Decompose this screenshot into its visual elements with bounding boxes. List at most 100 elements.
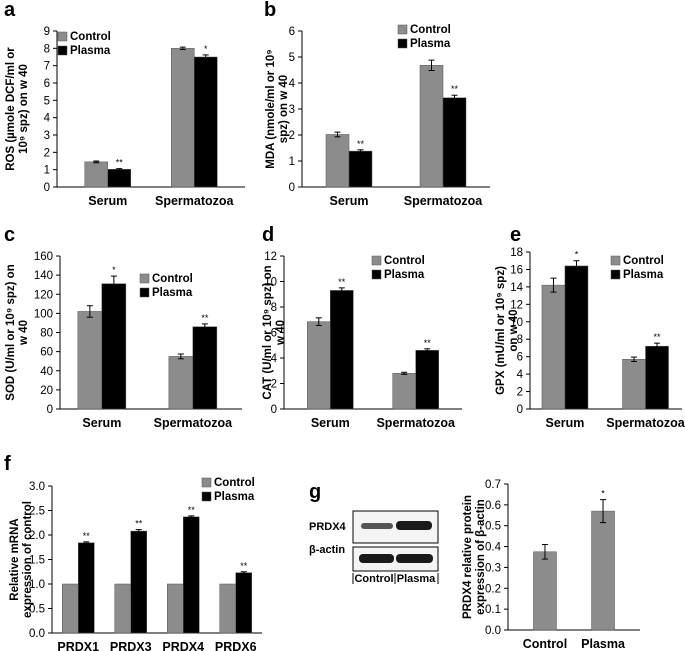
y-tick-label: 0.5 <box>29 604 45 616</box>
significance-marker: ** <box>240 561 248 571</box>
significance-marker: ** <box>357 139 365 149</box>
y-tick-label: 12 <box>510 299 523 311</box>
significance-marker: * <box>112 265 116 275</box>
significance-marker: ** <box>424 338 432 348</box>
blot-band-prdx4-plasma <box>396 521 432 530</box>
y-tick-label: 2 <box>271 379 277 391</box>
y-tick-label: 20 <box>40 385 53 397</box>
panel-g-quantification: 0.0 0.1 0.2 0.3 0.4 0.5 0.6 0.7 PRDX4 relative p… <box>462 479 640 651</box>
bar-plasma-spermatozoa <box>442 97 467 188</box>
y-tick-label: 5 <box>289 52 295 64</box>
bar-plasma-prdx1 <box>78 542 95 634</box>
x-category-label: Serum <box>88 194 127 208</box>
y-axis-label-line: w 40 <box>275 320 287 346</box>
y-axis-label: GPX (mU/ml or 10⁹ spz)on w 40 <box>495 266 520 395</box>
significance-marker: ** <box>201 313 209 323</box>
y-tick-label: 60 <box>40 347 53 359</box>
significance-marker: ** <box>135 519 143 529</box>
y-tick-label: 6 <box>44 78 50 90</box>
bar-prdx4-control <box>533 551 557 631</box>
bar-control-serum <box>307 321 331 410</box>
y-tick-label: 10 <box>264 277 277 289</box>
blot-row-label-prdx4: PRDX4 <box>309 521 347 533</box>
y-tick-label: 3 <box>44 130 50 142</box>
y-tick-label: 8 <box>517 334 523 346</box>
x-category-label: Serum <box>82 416 121 430</box>
y-tick-label: 6 <box>271 328 277 340</box>
bar-plasma-serum <box>107 169 132 188</box>
y-axis-label-line: GPX (mU/ml or 10⁹ spz) <box>495 266 507 395</box>
y-tick-label: 4 <box>271 353 278 365</box>
y-tick-label: 1.0 <box>29 579 45 591</box>
y-tick-label: 4 <box>517 369 524 381</box>
legend-swatch-control <box>57 31 68 42</box>
legend-label-control: Control <box>410 24 451 36</box>
y-axis-label-line: MDA (nmole/ml or 10⁹ <box>265 49 277 168</box>
bar-control-spermatozoa <box>622 359 646 410</box>
y-tick-label: 0.0 <box>29 628 45 640</box>
y-tick-label: 4 <box>289 78 296 90</box>
bar-prdx4-plasma <box>591 510 615 631</box>
y-tick-label: 0 <box>517 404 523 416</box>
y-axis-label-line: spz) on w 40 <box>278 75 290 143</box>
y-tick-label: 0 <box>289 182 295 194</box>
y-tick-label: 7 <box>44 61 50 73</box>
y-tick-label: 1 <box>44 165 50 177</box>
panel-b: b 0 1 2 3 4 5 6 MDA (nmole/ml or 10⁹spz) on w 40… <box>264 0 490 208</box>
y-tick-label: 9 <box>44 26 50 38</box>
y-axis-label-line: expression of β-actin <box>475 499 487 615</box>
y-axis-label-line: w 40 <box>18 320 30 346</box>
bar-plasma-serum <box>101 283 127 410</box>
panel-c: c 0 20 40 60 80 100 120 140 160 SOD (U/ml or 10⁹ s… <box>4 224 242 430</box>
significance-marker: ** <box>451 84 459 94</box>
y-tick-label: 12 <box>264 251 277 263</box>
legend-swatch-control <box>397 24 408 35</box>
legend-label-plasma: Plasma <box>214 491 255 503</box>
y-tick-label: 0.0 <box>485 625 501 637</box>
y-tick-label: 2.0 <box>29 530 45 542</box>
bar-control-serum <box>77 311 103 410</box>
x-category-label: Spermatozoa <box>155 194 235 208</box>
y-tick-label: 1.5 <box>29 555 45 567</box>
y-tick-label: 14 <box>510 282 523 294</box>
x-category-label: Serum <box>546 416 585 430</box>
bar-plasma-prdx6 <box>235 572 252 634</box>
y-axis-label: Relative mRNAexpression of control <box>9 501 34 618</box>
y-tick-label: 8 <box>271 302 277 314</box>
x-category-label: Spermatozoa <box>376 416 456 430</box>
y-tick-label: 0.4 <box>485 542 502 554</box>
legend-label-plasma: Plasma <box>70 45 111 57</box>
bar-plasma-serum <box>348 150 373 188</box>
legend-swatch-control <box>371 255 382 266</box>
y-axis-label: CAT (U/ml or 10⁹ spz) onw 40 <box>262 265 287 399</box>
legend-label-control: Control <box>152 273 193 285</box>
blot-band-actin-plasma <box>396 554 433 563</box>
x-category-label: Spermatozoa <box>154 416 234 430</box>
panel-letter-e: e <box>510 224 521 246</box>
legend-label-plasma: Plasma <box>152 287 193 299</box>
y-tick-label: 0.7 <box>485 479 501 491</box>
legend-label-control: Control <box>623 255 664 267</box>
x-category-label: Serum <box>311 416 350 430</box>
y-tick-label: 18 <box>510 247 523 259</box>
bar-control-spermatozoa <box>419 65 444 188</box>
x-category-label: Spermatozoa <box>404 194 484 208</box>
panel-f: f 0.0 0.5 1.0 1.5 2.0 2.5 3.0 Relative mRNAexpre… <box>4 453 262 651</box>
x-category-label: Spermatozoa <box>606 416 685 430</box>
panel-letter-c: c <box>4 224 15 246</box>
y-axis-label-line: 10⁹ spz) on w 40 <box>18 64 30 154</box>
y-tick-label: 6 <box>289 26 295 38</box>
y-tick-label: 2 <box>289 130 295 142</box>
bar-plasma-serum <box>330 290 354 410</box>
blot-row-label-beta-actin: β-actin <box>309 544 345 556</box>
bar-control-serum <box>325 134 350 188</box>
y-axis-label-line: SOD (U/ml or 10⁹ spz) on <box>5 264 17 400</box>
bar-plasma-prdx4 <box>183 516 200 634</box>
bar-control-serum <box>84 161 109 188</box>
x-category-label: Serum <box>330 194 369 208</box>
significance-marker: * <box>601 489 605 499</box>
x-category-label: Plasma <box>581 637 626 651</box>
bar-plasma-prdx3 <box>130 530 147 634</box>
legend-label-plasma: Plasma <box>410 38 451 50</box>
